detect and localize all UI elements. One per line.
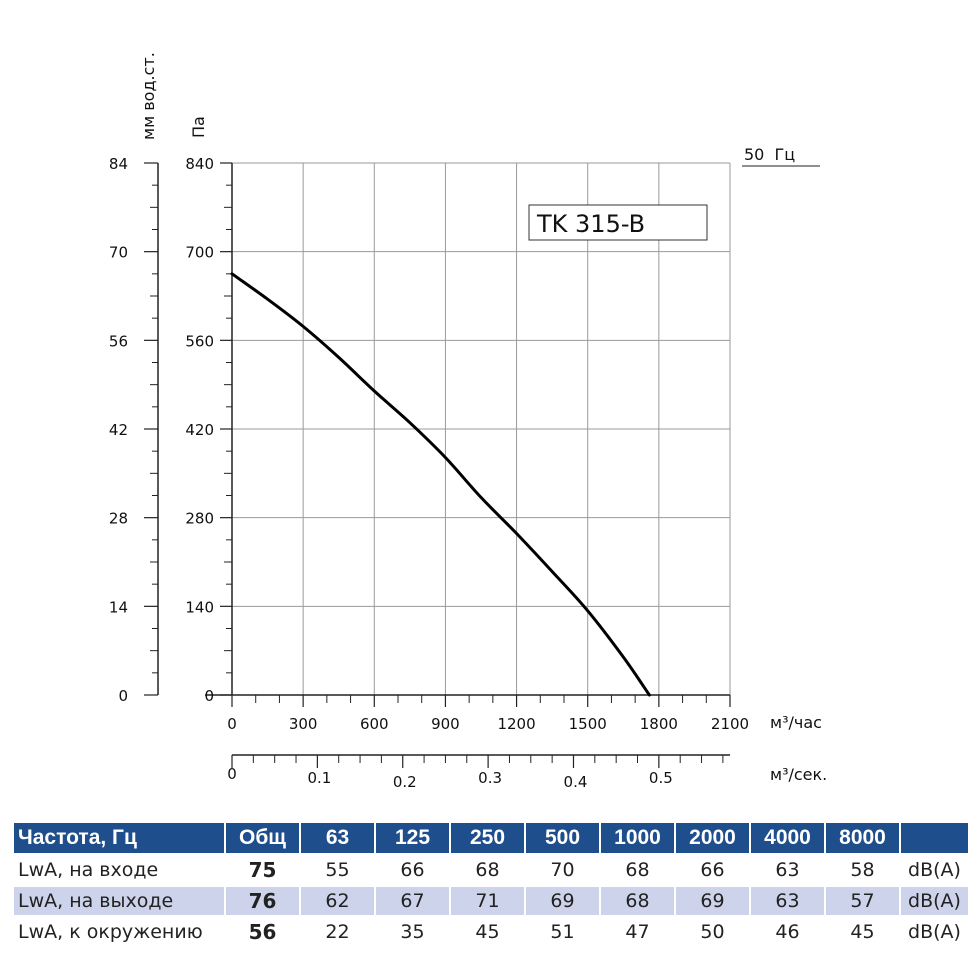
row-total: 56 [248, 920, 277, 944]
y-right-tick-label: 840 [185, 155, 214, 173]
cell-250: 68 [475, 859, 500, 881]
frequency-label: 50 Гц [744, 145, 795, 164]
cell-1000: 68 [625, 859, 650, 881]
cell-500: 51 [550, 921, 575, 943]
header-frequency: Частота, Гц [14, 823, 224, 853]
y-left-tick-label: 0 [118, 687, 128, 705]
row-label: LwA, на входе [18, 859, 159, 881]
cell-8000: 57 [826, 887, 899, 915]
row-unit: dB(A) [901, 887, 968, 915]
row-label: LwA, на выходе [14, 887, 224, 915]
header-4000: 4000 [751, 823, 824, 853]
cell-8000: 45 [850, 921, 875, 943]
cell-125: 35 [400, 921, 425, 943]
grid [232, 162, 731, 695]
y-right-tick-label: 420 [185, 421, 214, 439]
cell-250: 45 [475, 921, 500, 943]
y-right-tick-label: 280 [185, 510, 214, 528]
row-label: LwA, к окружению [18, 921, 203, 943]
cell-250: 71 [451, 887, 524, 915]
y-left-unit-label: мм вод.ст. [139, 52, 158, 140]
y-right-tick-label: 0 [204, 687, 214, 705]
x-tick-label: 600 [360, 715, 389, 733]
x2-tick-label: 0.1 [307, 769, 331, 787]
cell-4000: 63 [751, 887, 824, 915]
y-left-tick-label: 28 [109, 510, 128, 528]
row-unit: dB(A) [908, 859, 961, 881]
x2-tick-label: 0.3 [478, 769, 502, 787]
x-tick-label: 0 [227, 715, 237, 733]
y-right-tick-label: 140 [185, 598, 214, 616]
x-unit-label: м³/час [770, 713, 822, 732]
header-125: 125 [376, 823, 449, 853]
cell-1000: 47 [625, 921, 650, 943]
cell-63: 62 [301, 887, 374, 915]
y-left-tick-label: 14 [109, 598, 128, 616]
table-row: LwA, на выходе 76 62 67 71 69 68 69 63 5… [14, 887, 968, 915]
cell-500: 70 [550, 859, 575, 881]
cell-125: 66 [400, 859, 425, 881]
header-250: 250 [451, 823, 524, 853]
y-right-tick-label: 560 [185, 332, 214, 350]
cell-4000: 63 [775, 859, 800, 881]
y-right-unit-label: Па [189, 116, 208, 138]
y-right-tick-label: 700 [185, 244, 214, 262]
row-unit: dB(A) [908, 921, 961, 943]
row-total: 76 [226, 887, 299, 915]
cell-500: 69 [526, 887, 599, 915]
cell-125: 67 [376, 887, 449, 915]
header-2000: 2000 [676, 823, 749, 853]
sound-power-table: Частота, Гц Общ 63 125 250 500 1000 2000… [12, 820, 970, 949]
table-row: LwA, к окружению 56 22 35 45 51 47 50 46… [14, 918, 968, 946]
model-label-box [528, 204, 708, 241]
x-tick-label: 1500 [569, 715, 607, 733]
y-left-tick-label: 84 [109, 155, 128, 173]
y-left-tick-label: 42 [109, 421, 128, 439]
cell-2000: 50 [700, 921, 725, 943]
row-total: 75 [248, 858, 277, 882]
header-500: 500 [526, 823, 599, 853]
header-1000: 1000 [601, 823, 674, 853]
x-tick-label: 900 [431, 715, 460, 733]
x-tick-label: 300 [289, 715, 318, 733]
y-left-tick-label: 70 [109, 244, 128, 262]
x2-tick-label: 0.2 [393, 773, 417, 791]
header-63: 63 [301, 823, 374, 853]
cell-8000: 58 [850, 859, 875, 881]
x-tick-label: 1200 [497, 715, 535, 733]
x-tick-label: 2100 [711, 715, 749, 733]
x-tick-label: 1800 [640, 715, 678, 733]
performance-curve [230, 272, 651, 697]
cell-63: 22 [325, 921, 350, 943]
cell-63: 55 [325, 859, 350, 881]
x2-unit-label: м³/сек. [770, 765, 827, 784]
y-left-tick-label: 56 [109, 332, 128, 350]
header-total: Общ [226, 823, 299, 853]
x2-tick-label: 0.5 [649, 769, 673, 787]
x2-tick-label: 0 [227, 765, 237, 783]
model-label: TK 315-B [536, 210, 645, 238]
x2-tick-label: 0.4 [564, 773, 588, 791]
table-header-row: Частота, Гц Общ 63 125 250 500 1000 2000… [14, 823, 968, 853]
cell-2000: 69 [676, 887, 749, 915]
table-row: LwA, на входе 75 55 66 68 70 68 66 63 58… [14, 856, 968, 884]
cell-4000: 46 [775, 921, 800, 943]
header-8000: 8000 [826, 823, 899, 853]
tick-marks [144, 162, 731, 768]
cell-1000: 68 [601, 887, 674, 915]
header-unit [901, 823, 968, 853]
cell-2000: 66 [700, 859, 725, 881]
